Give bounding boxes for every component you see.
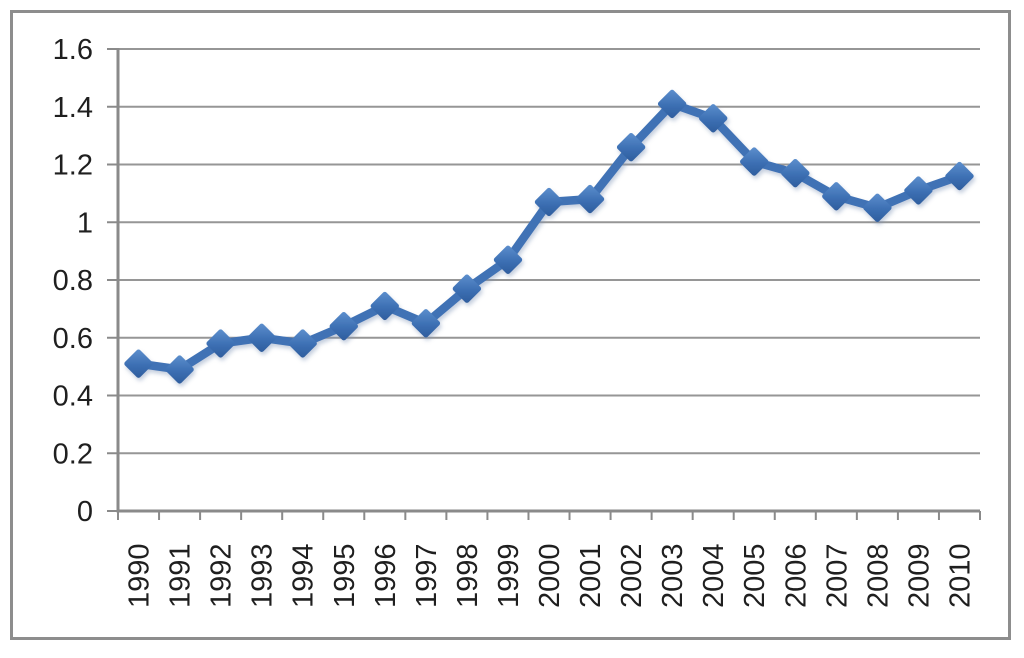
x-axis-label: 2000: [534, 543, 566, 608]
x-axis-label: 2001: [575, 543, 607, 608]
y-axis-label: 0.2: [53, 438, 93, 470]
x-axis-label: 1991: [165, 543, 197, 608]
x-axis-label: 1990: [124, 543, 156, 608]
x-axis-label: 2007: [821, 543, 853, 608]
data-point-marker: [370, 291, 399, 321]
y-axis-label: 0: [77, 496, 93, 528]
x-axis-label: 1994: [288, 543, 320, 608]
data-point-marker: [575, 184, 605, 214]
y-axis-label: 0.4: [53, 381, 93, 413]
data-point-marker: [411, 309, 441, 338]
x-axis-label: 1998: [452, 543, 484, 608]
data-point-marker: [945, 161, 974, 191]
y-axis-label: 1: [77, 207, 93, 239]
data-point-marker: [534, 187, 564, 217]
x-axis-label: 2008: [862, 543, 894, 608]
data-point-marker: [616, 133, 646, 162]
y-axis-label: 0.6: [53, 323, 93, 355]
x-axis-label: 2003: [657, 543, 689, 608]
y-axis-label: 1.6: [53, 34, 93, 66]
data-point-marker: [822, 182, 851, 211]
axes: [107, 48, 981, 520]
x-axis-label: 2005: [739, 543, 771, 608]
x-axis-label: 1999: [493, 543, 525, 608]
y-axis-label: 1.4: [53, 92, 93, 124]
gridlines: [118, 48, 980, 455]
data-point-marker: [452, 274, 482, 303]
x-axis-label: 2009: [903, 543, 935, 608]
x-axis-label: 2010: [945, 543, 977, 608]
data-point-marker: [781, 159, 810, 188]
data-point-marker: [329, 312, 358, 341]
data-point-marker: [863, 193, 892, 222]
data-point-marker: [206, 329, 235, 358]
y-axis-label: 1.2: [53, 150, 93, 182]
x-axis-label: 2002: [616, 543, 648, 608]
x-axis-label: 1992: [206, 543, 238, 608]
x-axis-labels: 1990 1991 1992 1993 1994 1995 1996 1997 1998 1999…: [124, 543, 977, 608]
x-axis-label: 2006: [780, 543, 812, 608]
y-axis-labels: 0 0.2 0.4 0.6 0.8 1 1.2 1.4 1.6: [53, 34, 93, 528]
data-point-marker: [904, 176, 933, 205]
x-axis-label: 1995: [329, 543, 361, 608]
x-axis-label: 1997: [411, 543, 443, 608]
chart-frame: [10, 10, 1011, 640]
data-point-marker: [247, 323, 276, 352]
y-axis-label: 0.8: [53, 265, 93, 297]
data-point-marker: [699, 104, 728, 133]
data-point-marker: [165, 355, 194, 384]
data-point-marker: [657, 89, 687, 119]
data-point-marker: [493, 245, 523, 274]
data-point-marker: [124, 349, 153, 378]
data-series: [124, 89, 974, 384]
x-axis-label: 1996: [370, 543, 402, 608]
x-axis-label: 2004: [698, 543, 730, 608]
data-point-marker: [288, 329, 317, 358]
data-point-marker: [740, 147, 769, 176]
x-axis-label: 1993: [247, 543, 279, 608]
